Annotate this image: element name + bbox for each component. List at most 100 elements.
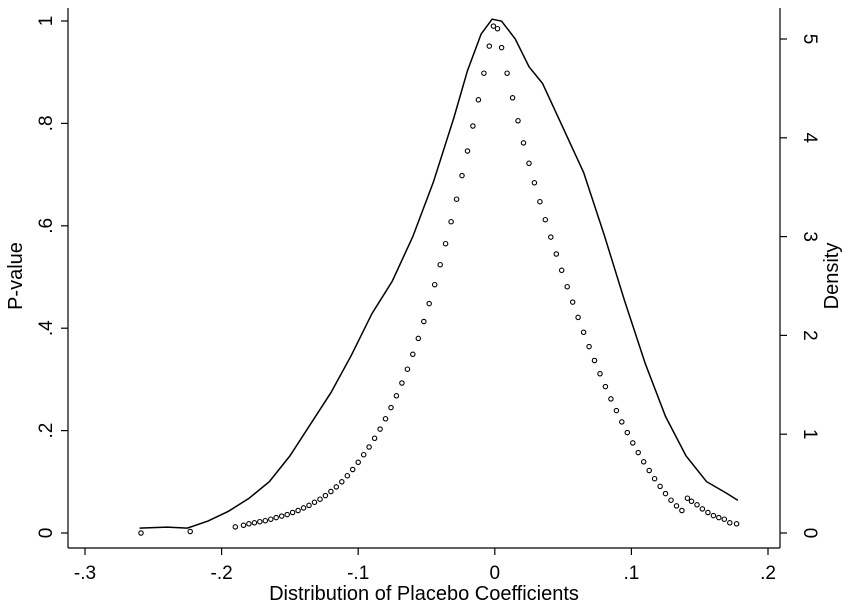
y-right-tick-label: 1 — [799, 429, 820, 440]
pvalue-point — [705, 509, 711, 516]
pvalue-point — [470, 123, 476, 129]
pvalue-point — [300, 505, 307, 511]
pvalue-point — [651, 475, 658, 482]
pvalue-point — [268, 516, 274, 522]
pvalue-point — [553, 251, 560, 257]
pvalue-point — [662, 490, 669, 497]
x-tick-label: .2 — [760, 563, 776, 584]
x-tick-label: 0 — [490, 563, 501, 584]
pvalue-point — [515, 118, 521, 124]
pvalue-point — [640, 459, 647, 465]
pvalue-point — [602, 383, 609, 390]
y-right-tick-label: 4 — [799, 133, 820, 144]
pvalue-point — [673, 503, 680, 509]
x-tick-label: .1 — [623, 563, 639, 584]
pvalue-point — [322, 492, 329, 499]
pvalue-points — [138, 23, 740, 536]
pvalue-point — [542, 216, 549, 223]
pvalue-point — [448, 218, 454, 225]
pvalue-point — [295, 507, 301, 514]
y-left-tick-label: .4 — [36, 320, 57, 336]
pvalue-point — [624, 429, 631, 436]
pvalue-point — [509, 95, 516, 101]
pvalue-point — [694, 502, 700, 508]
pvalue-point — [311, 499, 318, 506]
pvalue-point — [442, 240, 449, 247]
pvalue-point — [366, 444, 372, 450]
pvalue-point — [727, 520, 733, 526]
pvalue-point — [630, 440, 636, 446]
pvalue-point — [710, 512, 717, 519]
pvalue-point — [531, 180, 538, 186]
y-left-tick-label: 1 — [36, 16, 57, 27]
pvalue-point — [716, 514, 722, 521]
pvalue-point — [344, 472, 351, 479]
pvalue-point — [388, 404, 394, 411]
density-curve — [139, 18, 739, 529]
pvalue-point — [306, 502, 312, 509]
pvalue-point — [377, 426, 383, 432]
pvalue-point — [481, 70, 487, 76]
y-left-tick-label: .8 — [36, 115, 57, 131]
pvalue-point — [520, 140, 527, 146]
pvalue-point — [426, 300, 432, 307]
pvalue-point — [333, 484, 340, 490]
pvalue-point — [257, 518, 263, 525]
pvalue-point — [494, 25, 501, 32]
pvalue-point — [504, 70, 510, 76]
x-tick-label: -.3 — [74, 563, 96, 584]
pvalue-point — [558, 267, 565, 274]
pvalue-point — [619, 419, 625, 425]
pvalue-point — [526, 160, 532, 167]
pvalue-point — [684, 495, 691, 501]
y-left-tick-label: .6 — [36, 218, 57, 234]
pvalue-point — [278, 513, 285, 519]
pvalue-point — [349, 466, 356, 473]
pvalue-point — [486, 43, 493, 49]
y-ticks-left: 0 .2 .4 .6 .8 1 — [36, 16, 68, 538]
x-ticks: -.3 -.2 -.1 0 .1 .2 — [74, 548, 776, 584]
y-axis-right-title: Density — [821, 243, 843, 310]
x-axis-title: Distribution of Placebo Coefficients — [269, 583, 579, 605]
pvalue-point — [635, 449, 641, 456]
pvalue-point — [360, 451, 367, 458]
pvalue-point — [453, 196, 460, 202]
y-right-tick-label: 5 — [799, 34, 820, 45]
pvalue-point — [355, 459, 361, 466]
pvalue-point — [699, 506, 706, 512]
pvalue-point — [262, 517, 269, 524]
pvalue-point — [232, 524, 239, 530]
pvalue-point — [564, 283, 570, 290]
pvalue-point — [246, 521, 252, 527]
pvalue-point — [421, 318, 427, 325]
pvalue-point — [251, 520, 258, 526]
pvalue-point — [317, 496, 323, 502]
y-ticks-right: 0 1 2 3 4 5 — [780, 34, 820, 539]
pvalue-point — [437, 261, 443, 268]
pvalue-point — [580, 329, 587, 336]
pvalue-point — [339, 479, 345, 485]
pvalue-point — [410, 351, 416, 358]
y-right-tick-label: 0 — [799, 528, 820, 539]
y-left-tick-label: .2 — [36, 423, 57, 439]
pvalue-point — [289, 509, 296, 516]
pvalue-point — [187, 528, 193, 535]
pvalue-point — [393, 393, 400, 399]
pvalue-point — [490, 23, 497, 29]
pvalue-point — [404, 366, 411, 372]
pvalue-point — [733, 521, 740, 527]
pvalue-point — [464, 148, 471, 154]
pvalue-point — [586, 343, 592, 350]
pvalue-point — [613, 407, 620, 414]
pvalue-point — [548, 234, 554, 240]
density-layer — [139, 18, 739, 529]
y-axis-left-title: P-value — [5, 242, 27, 310]
pvalue-point — [273, 514, 279, 521]
pvalue-point — [679, 507, 685, 514]
plot-axes — [67, 8, 781, 549]
pvalue-point — [431, 281, 438, 288]
pvalue-point — [575, 314, 581, 321]
pvalue-point — [399, 380, 405, 386]
pvalue-point — [608, 396, 614, 402]
